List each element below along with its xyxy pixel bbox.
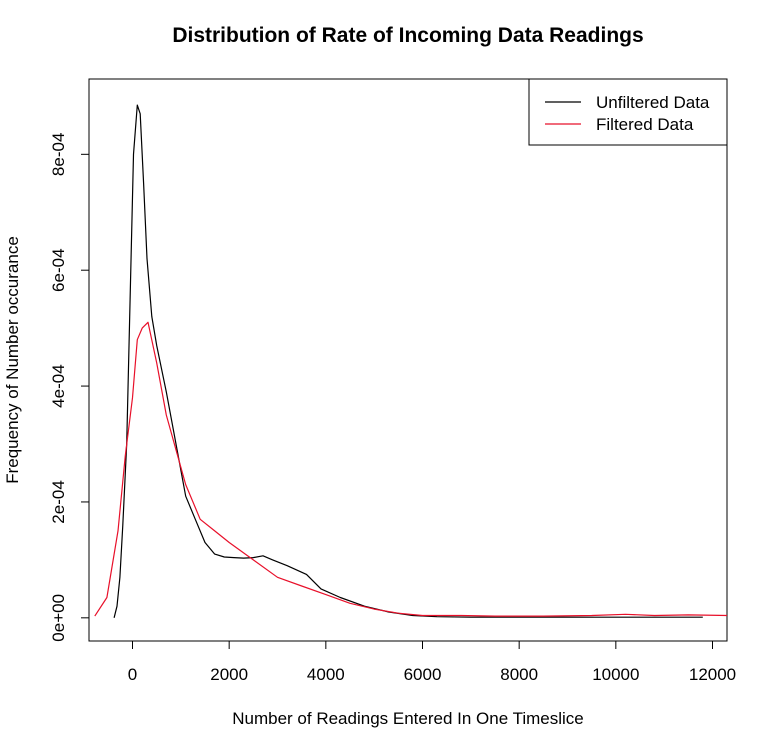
legend-label-unfiltered: Unfiltered Data bbox=[596, 93, 710, 112]
y-axis: 0e+00 2e-04 4e-04 6e-04 8e-04 bbox=[49, 133, 90, 642]
x-axis-label: Number of Readings Entered In One Timesl… bbox=[232, 709, 584, 728]
y-tick-label: 2e-04 bbox=[49, 480, 68, 523]
x-tick-label: 4000 bbox=[307, 665, 345, 684]
x-axis: 0 2000 4000 6000 8000 10000 12000 bbox=[128, 640, 736, 684]
series-line-filtered bbox=[94, 321, 728, 617]
x-tick-label: 2000 bbox=[210, 665, 248, 684]
x-tick-label: 0 bbox=[128, 665, 137, 684]
x-tick-label: 12000 bbox=[689, 665, 736, 684]
series-line-unfiltered bbox=[113, 104, 703, 618]
legend: Unfiltered Data Filtered Data bbox=[528, 78, 728, 146]
y-axis-label: Frequency of Number occurance bbox=[3, 236, 22, 484]
y-tick-label: 6e-04 bbox=[49, 248, 68, 291]
y-tick-label: 4e-04 bbox=[49, 364, 68, 407]
legend-box bbox=[528, 78, 728, 146]
series-layer bbox=[94, 104, 728, 618]
legend-label-filtered: Filtered Data bbox=[596, 115, 694, 134]
x-tick-label: 10000 bbox=[592, 665, 639, 684]
x-tick-label: 6000 bbox=[404, 665, 442, 684]
y-tick-label: 8e-04 bbox=[49, 133, 68, 176]
chart-title: Distribution of Rate of Incoming Data Re… bbox=[172, 24, 643, 47]
plot-frame bbox=[88, 78, 728, 642]
x-tick-label: 8000 bbox=[500, 665, 538, 684]
y-tick-label: 0e+00 bbox=[49, 594, 68, 642]
